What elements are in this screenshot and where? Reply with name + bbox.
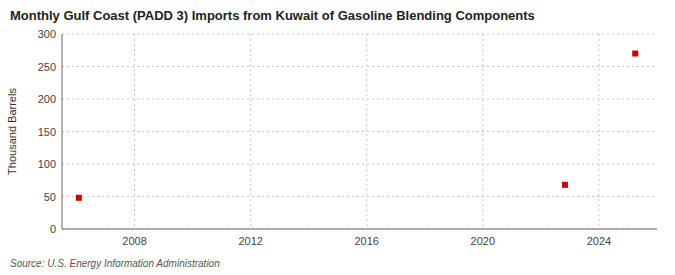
grid-line <box>62 66 657 67</box>
tick-label: 2008 <box>122 235 146 247</box>
grid-line <box>62 131 657 132</box>
tick-label: 50 <box>44 191 56 203</box>
grid-line <box>598 34 599 229</box>
grid-line <box>62 229 657 230</box>
grid-line <box>134 34 135 229</box>
title: Monthly Gulf Coast (PADD 3) Imports from… <box>10 8 535 23</box>
grid-line <box>62 164 657 165</box>
tick-label: 2016 <box>355 235 379 247</box>
grid <box>62 34 657 229</box>
grid-line <box>366 34 367 229</box>
point <box>76 195 82 201</box>
source: Source: U.S. Energy Information Administ… <box>10 258 220 269</box>
y-axis-label: Thousand Barrels <box>6 88 18 175</box>
tick-label: 100 <box>38 158 56 170</box>
points <box>76 51 638 201</box>
grid-line <box>62 99 657 100</box>
tick-label: 150 <box>38 126 56 138</box>
tick-label: 2024 <box>587 235 611 247</box>
y-axis <box>62 34 63 229</box>
tick-label: 2020 <box>471 235 495 247</box>
point <box>562 182 568 188</box>
grid-line <box>250 34 251 229</box>
grid-line <box>482 34 483 229</box>
tick-label: 200 <box>38 93 56 105</box>
grid-line <box>62 196 657 197</box>
tick-label: 250 <box>38 61 56 73</box>
tick-label: 2012 <box>238 235 262 247</box>
x-axis <box>62 229 657 230</box>
tick-label: 0 <box>50 223 56 235</box>
tick-label: 300 <box>38 28 56 40</box>
chart: 0 50 100 150 200 250 300 2008 2012 2016 2020 2024 Th… <box>0 0 675 275</box>
point <box>632 51 638 57</box>
grid-line <box>62 34 657 35</box>
background <box>0 0 675 275</box>
